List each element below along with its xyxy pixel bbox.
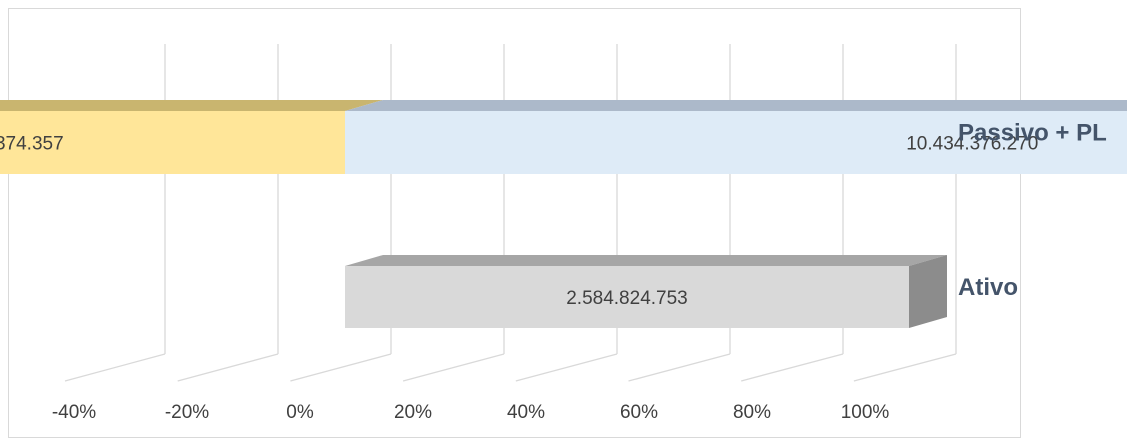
x-tick-label: 60% <box>620 402 658 423</box>
x-tick-label: 40% <box>507 402 545 423</box>
data-label: 2.584.824.753 <box>566 288 688 309</box>
bar-segment <box>345 266 909 328</box>
bar-top-face <box>0 100 383 111</box>
category-label: Passivo + PL <box>958 120 1107 147</box>
data-label: 10.434.376.270 <box>906 134 1038 155</box>
data-label: -5.743.374.357 <box>0 134 64 155</box>
chart-area <box>8 8 1021 438</box>
floor-gridline <box>515 353 618 382</box>
x-tick-label: 0% <box>286 402 314 423</box>
bar-side-face <box>909 255 947 328</box>
floor-gridline <box>628 353 731 382</box>
x-tick-label: -20% <box>165 402 209 423</box>
x-tick-label: -40% <box>52 402 96 423</box>
floor-gridline <box>853 353 957 382</box>
bar-segment <box>0 111 345 174</box>
category-label: Ativo <box>958 274 1018 301</box>
floor-gridline <box>177 353 279 382</box>
x-tick-label: 20% <box>394 402 432 423</box>
floor-gridline <box>741 353 844 382</box>
x-tick-label: 80% <box>733 402 771 423</box>
bar-top-face <box>345 255 947 266</box>
x-tick-label: 100% <box>841 402 890 423</box>
bar-segment <box>345 111 1127 174</box>
bar-top-face <box>345 100 1127 111</box>
floor-gridline <box>64 353 166 382</box>
floor-gridline <box>402 353 505 382</box>
floor-gridline <box>290 353 392 382</box>
